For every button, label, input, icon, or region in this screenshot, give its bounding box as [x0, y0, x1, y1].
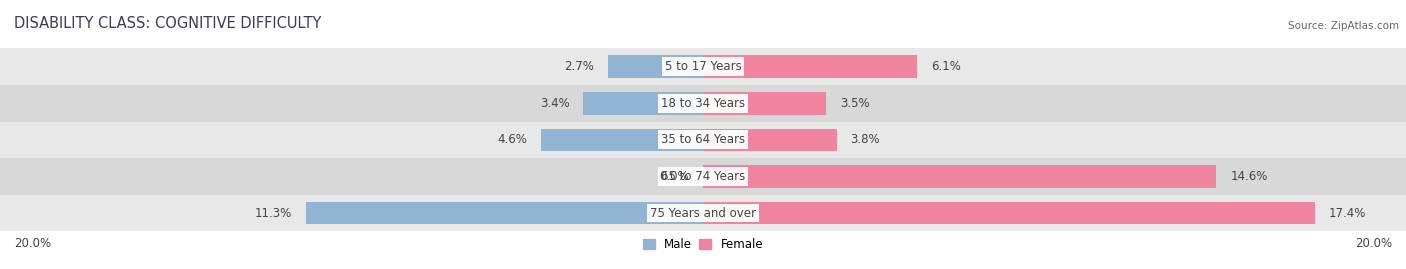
Text: 65 to 74 Years: 65 to 74 Years	[661, 170, 745, 183]
Text: 14.6%: 14.6%	[1230, 170, 1268, 183]
Text: 20.0%: 20.0%	[1355, 237, 1392, 250]
Text: 17.4%: 17.4%	[1329, 207, 1367, 220]
Bar	[0, 85, 1406, 122]
Text: Source: ZipAtlas.com: Source: ZipAtlas.com	[1288, 22, 1399, 31]
Bar	[703, 165, 1216, 188]
Bar	[583, 92, 703, 115]
Text: 5 to 17 Years: 5 to 17 Years	[665, 60, 741, 73]
Bar	[703, 92, 827, 115]
Text: 0.0%: 0.0%	[659, 170, 689, 183]
Text: 11.3%: 11.3%	[254, 207, 292, 220]
Text: 3.4%: 3.4%	[540, 97, 569, 110]
Text: 75 Years and over: 75 Years and over	[650, 207, 756, 220]
Text: DISABILITY CLASS: COGNITIVE DIFFICULTY: DISABILITY CLASS: COGNITIVE DIFFICULTY	[14, 16, 322, 31]
Bar	[703, 55, 917, 78]
Legend: Male, Female: Male, Female	[641, 235, 765, 253]
Bar	[0, 48, 1406, 85]
Bar	[703, 202, 1315, 224]
Bar	[307, 202, 703, 224]
Text: 20.0%: 20.0%	[14, 237, 51, 250]
Bar	[0, 195, 1406, 231]
Bar	[609, 55, 703, 78]
Text: 18 to 34 Years: 18 to 34 Years	[661, 97, 745, 110]
Bar	[0, 158, 1406, 195]
Text: 3.5%: 3.5%	[841, 97, 870, 110]
Text: 6.1%: 6.1%	[932, 60, 962, 73]
Bar	[703, 129, 837, 151]
Text: 2.7%: 2.7%	[564, 60, 593, 73]
Bar	[0, 122, 1406, 158]
Bar	[541, 129, 703, 151]
Text: 35 to 64 Years: 35 to 64 Years	[661, 133, 745, 146]
Text: 4.6%: 4.6%	[498, 133, 527, 146]
Text: 3.8%: 3.8%	[851, 133, 880, 146]
